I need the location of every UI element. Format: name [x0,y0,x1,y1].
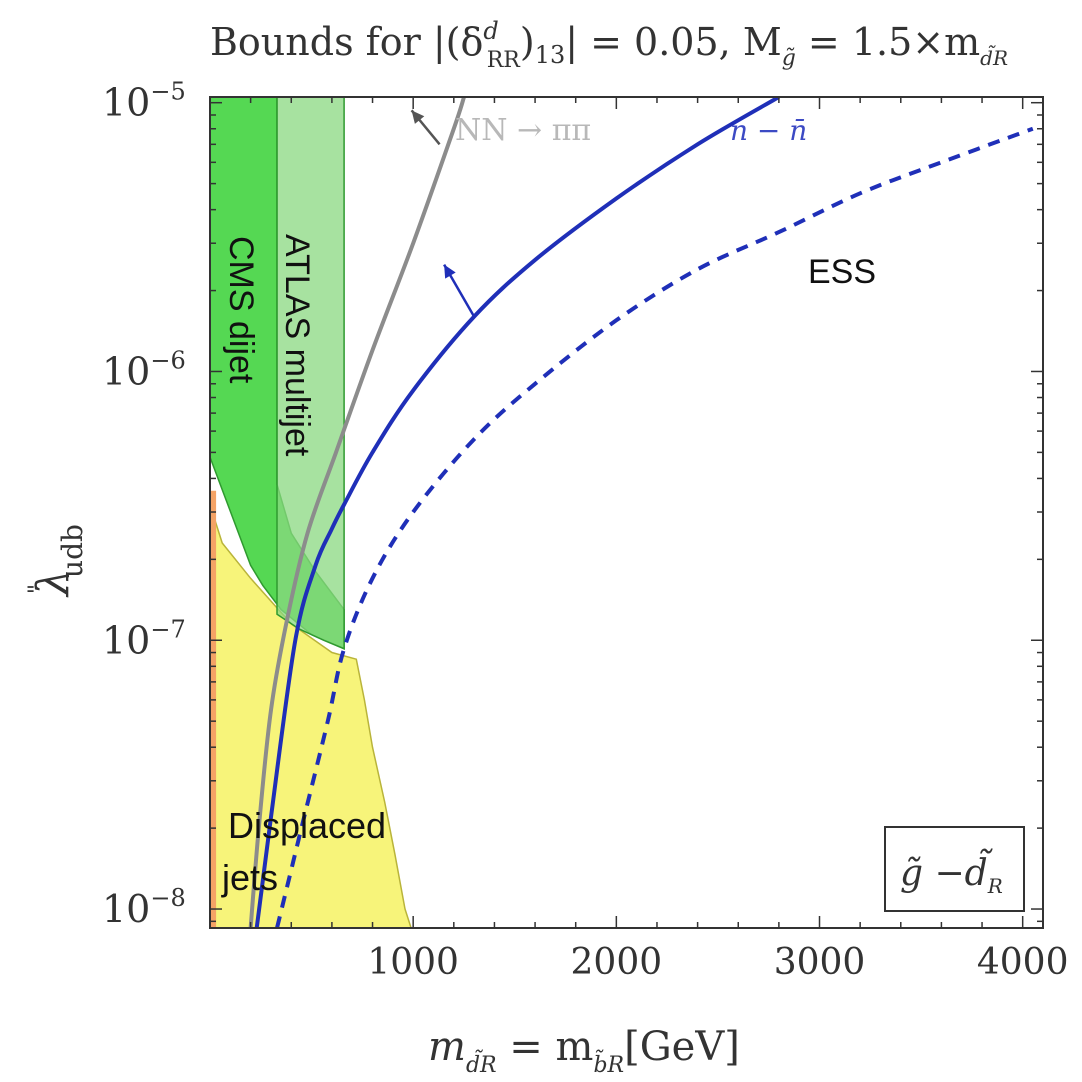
series-nnpipi-line [248,97,466,928]
plot-area: NN → ππ n − n̄ ESS Displaced jets CMS dijet AT… [102,78,1068,983]
nnbar-arrow-head [444,264,456,279]
chart-title: Bounds for |(δd RR)13| = 0.05, Mg̃ = 1.5×… [210,17,1008,73]
label-atlas-multijet: ATLAS multijet [278,234,316,457]
label-ess: ESS [808,253,876,291]
series-nnbar-line [254,97,780,928]
label-nnpipi: NN → ππ [455,113,591,148]
nnpipi-arrow-head [411,110,425,124]
legend-box-label: g̃ −d̃R [900,849,1003,898]
y-tick-label: 10−5 [102,78,186,125]
x-tick-label: 4000 [977,942,1069,983]
region-orange [210,490,217,928]
y-tick-label: 10−8 [102,884,186,931]
y-tick-label: 10−6 [102,346,186,393]
x-tick-label: 1000 [367,942,459,983]
label-displaced-jets-line2: jets [221,857,278,898]
legend-box: g̃ −d̃R [884,826,1025,912]
y-tick-label: 10−7 [102,615,186,662]
plot-content: NN → ππ n − n̄ ESS Displaced jets CMS dijet AT… [210,97,1043,928]
label-nnbar: n − n̄ [730,114,807,147]
y-axis-label: λ"udb [25,524,89,598]
region-atlas-multijet [276,97,345,650]
series-ess-line [275,126,1034,928]
x-tick-label: 3000 [774,942,866,983]
label-cms-dijet: CMS dijet [222,236,260,384]
label-displaced-jets-line1: Displaced [228,805,386,846]
x-axis-label: md̃R = mb̃R[GeV] [428,1024,740,1078]
x-tick-label: 2000 [571,942,663,983]
axes: 1000 2000 3000 4000 10−5 10−6 10−7 10−8 [102,78,1068,983]
